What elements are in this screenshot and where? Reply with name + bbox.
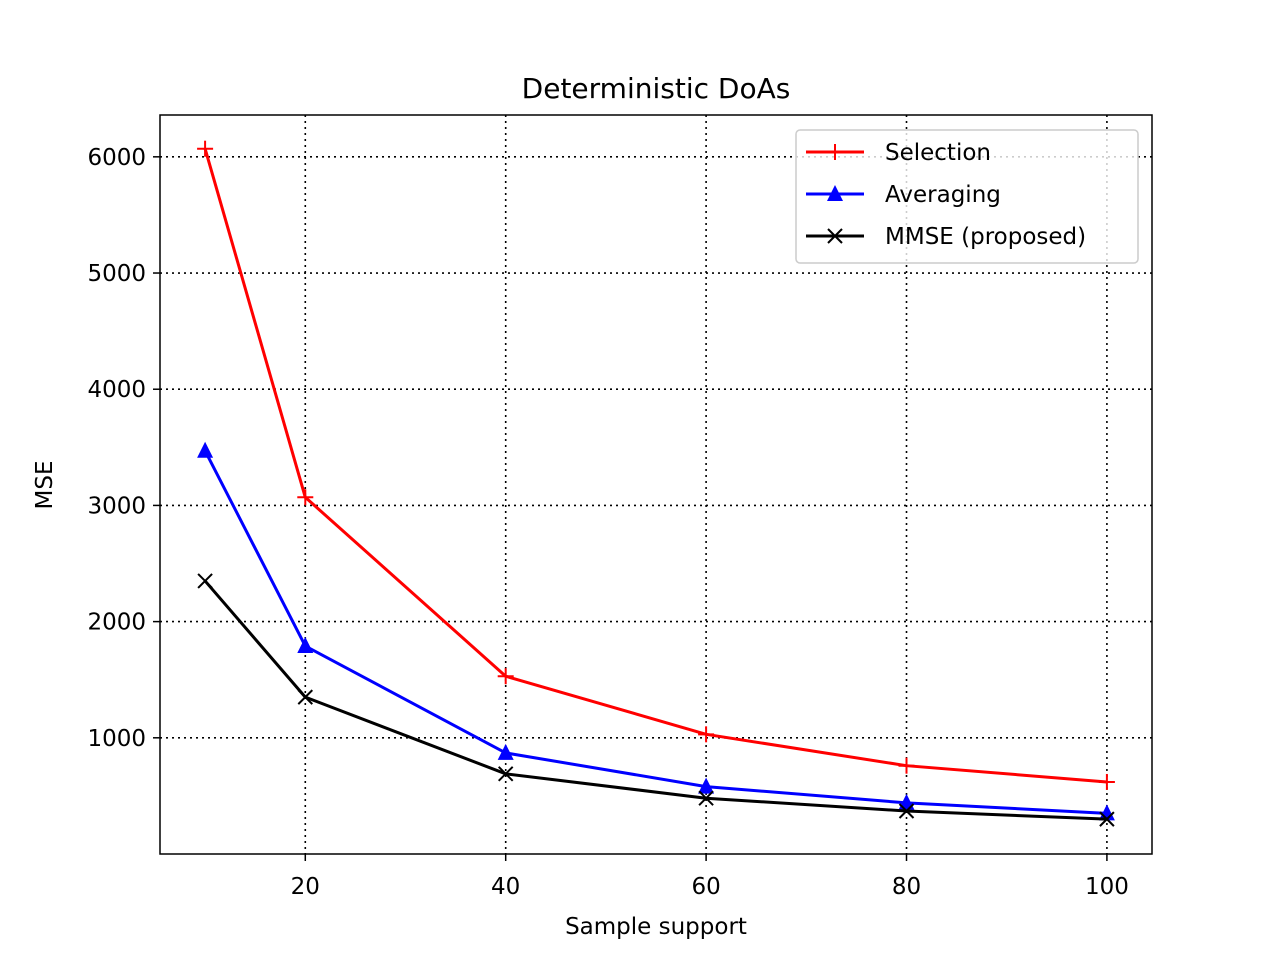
chart-title: Deterministic DoAs — [522, 72, 791, 105]
x-axis-label: Sample support — [565, 914, 747, 940]
y-tick-label: 4000 — [87, 377, 146, 403]
legend: Selection Averaging MMSE (proposed) — [796, 130, 1138, 263]
y-tick-label: 5000 — [87, 261, 146, 287]
x-tick-label: 100 — [1085, 874, 1129, 900]
legend-label: MMSE (proposed) — [885, 224, 1086, 250]
y-tick-label: 3000 — [87, 493, 146, 519]
x-tick-label: 60 — [691, 874, 720, 900]
legend-label: Selection — [885, 140, 991, 166]
y-tick-label: 1000 — [87, 726, 146, 752]
y-tick-label: 6000 — [87, 145, 146, 171]
x-tick-label: 40 — [491, 874, 520, 900]
x-tick-label: 20 — [291, 874, 320, 900]
y-tick-label: 2000 — [87, 610, 146, 636]
y-axis-label: MSE — [32, 461, 58, 510]
legend-label: Averaging — [885, 182, 1001, 208]
x-tick-label: 80 — [892, 874, 921, 900]
